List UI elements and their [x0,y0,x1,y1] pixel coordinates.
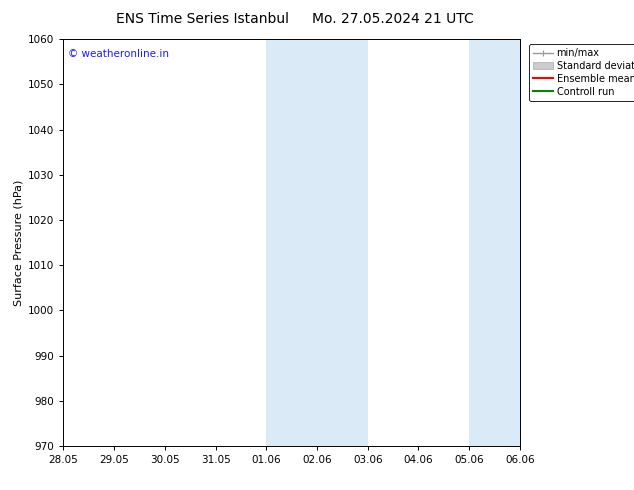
Bar [317,39,368,446]
Y-axis label: Surface Pressure (hPa): Surface Pressure (hPa) [14,179,24,306]
Text: © weatheronline.in: © weatheronline.in [68,49,169,59]
Bar [266,39,317,446]
Text: Mo. 27.05.2024 21 UTC: Mo. 27.05.2024 21 UTC [312,12,474,26]
Bar [469,39,520,446]
Text: ENS Time Series Istanbul: ENS Time Series Istanbul [117,12,289,26]
Legend: min/max, Standard deviation, Ensemble mean run, Controll run: min/max, Standard deviation, Ensemble me… [529,44,634,100]
